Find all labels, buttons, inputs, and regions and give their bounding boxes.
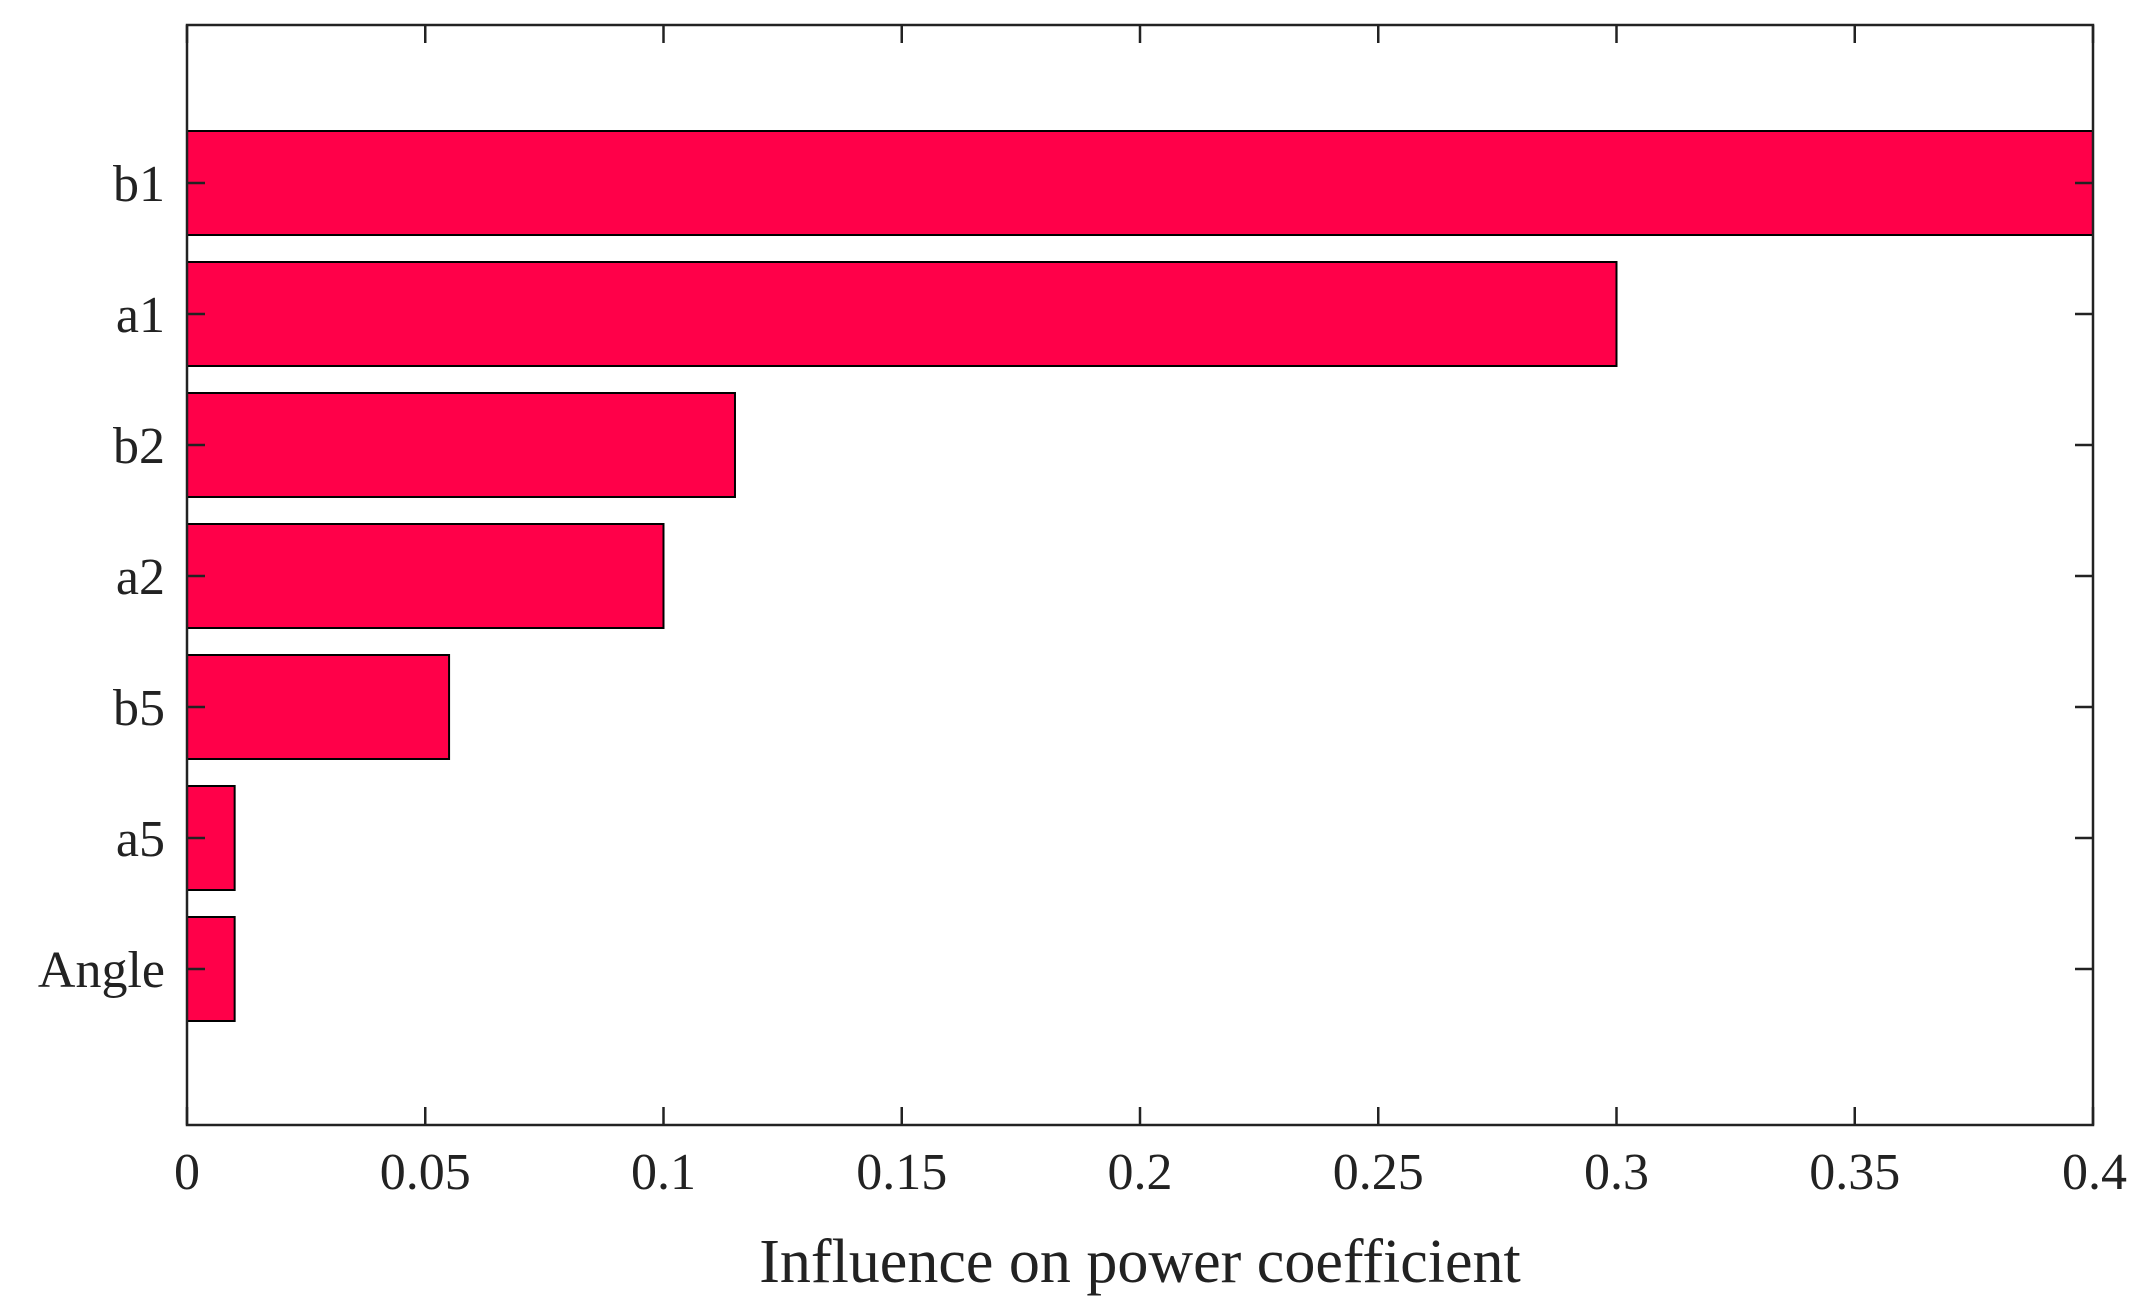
x-tick-label: 0.3 (1584, 1144, 1649, 1201)
bar-b2 (186, 392, 736, 498)
x-tick-label: 0 (174, 1144, 200, 1201)
y-tick-label: Angle (38, 942, 165, 999)
labels-layer: b1 a1 b2 a2 b5 a5 Angle 0 0.05 0.1 0.15 0.2 0.25 0.3 0… (38, 156, 2127, 1201)
x-tick-label: 0.05 (380, 1144, 471, 1201)
x-tick-label: 0.25 (1333, 1144, 1424, 1201)
y-tick-label: a2 (116, 549, 165, 606)
x-tick-label: 0.1 (631, 1144, 696, 1201)
x-tick-label: 0.2 (1108, 1144, 1173, 1201)
bar-a1 (186, 261, 1618, 367)
bar-b5 (186, 654, 451, 760)
x-tick-label: 0.15 (856, 1144, 947, 1201)
x-tick-label: 0.4 (2062, 1144, 2127, 1201)
y-tick-label: b5 (113, 680, 165, 737)
y-tick-label: a1 (116, 287, 165, 344)
y-tick-label: b1 (113, 156, 165, 213)
bars-layer (186, 130, 2094, 1022)
y-tick-label: b2 (113, 418, 165, 475)
x-axis-title: Influence on power coefficient (759, 1228, 1520, 1296)
x-tick-label: 0.35 (1809, 1144, 1900, 1201)
bar-a2 (186, 523, 665, 629)
bar-b1 (186, 130, 2094, 236)
y-tick-label: a5 (116, 811, 165, 868)
ticks-layer (185, 25, 2095, 1125)
plot-frame (185, 23, 2095, 1127)
